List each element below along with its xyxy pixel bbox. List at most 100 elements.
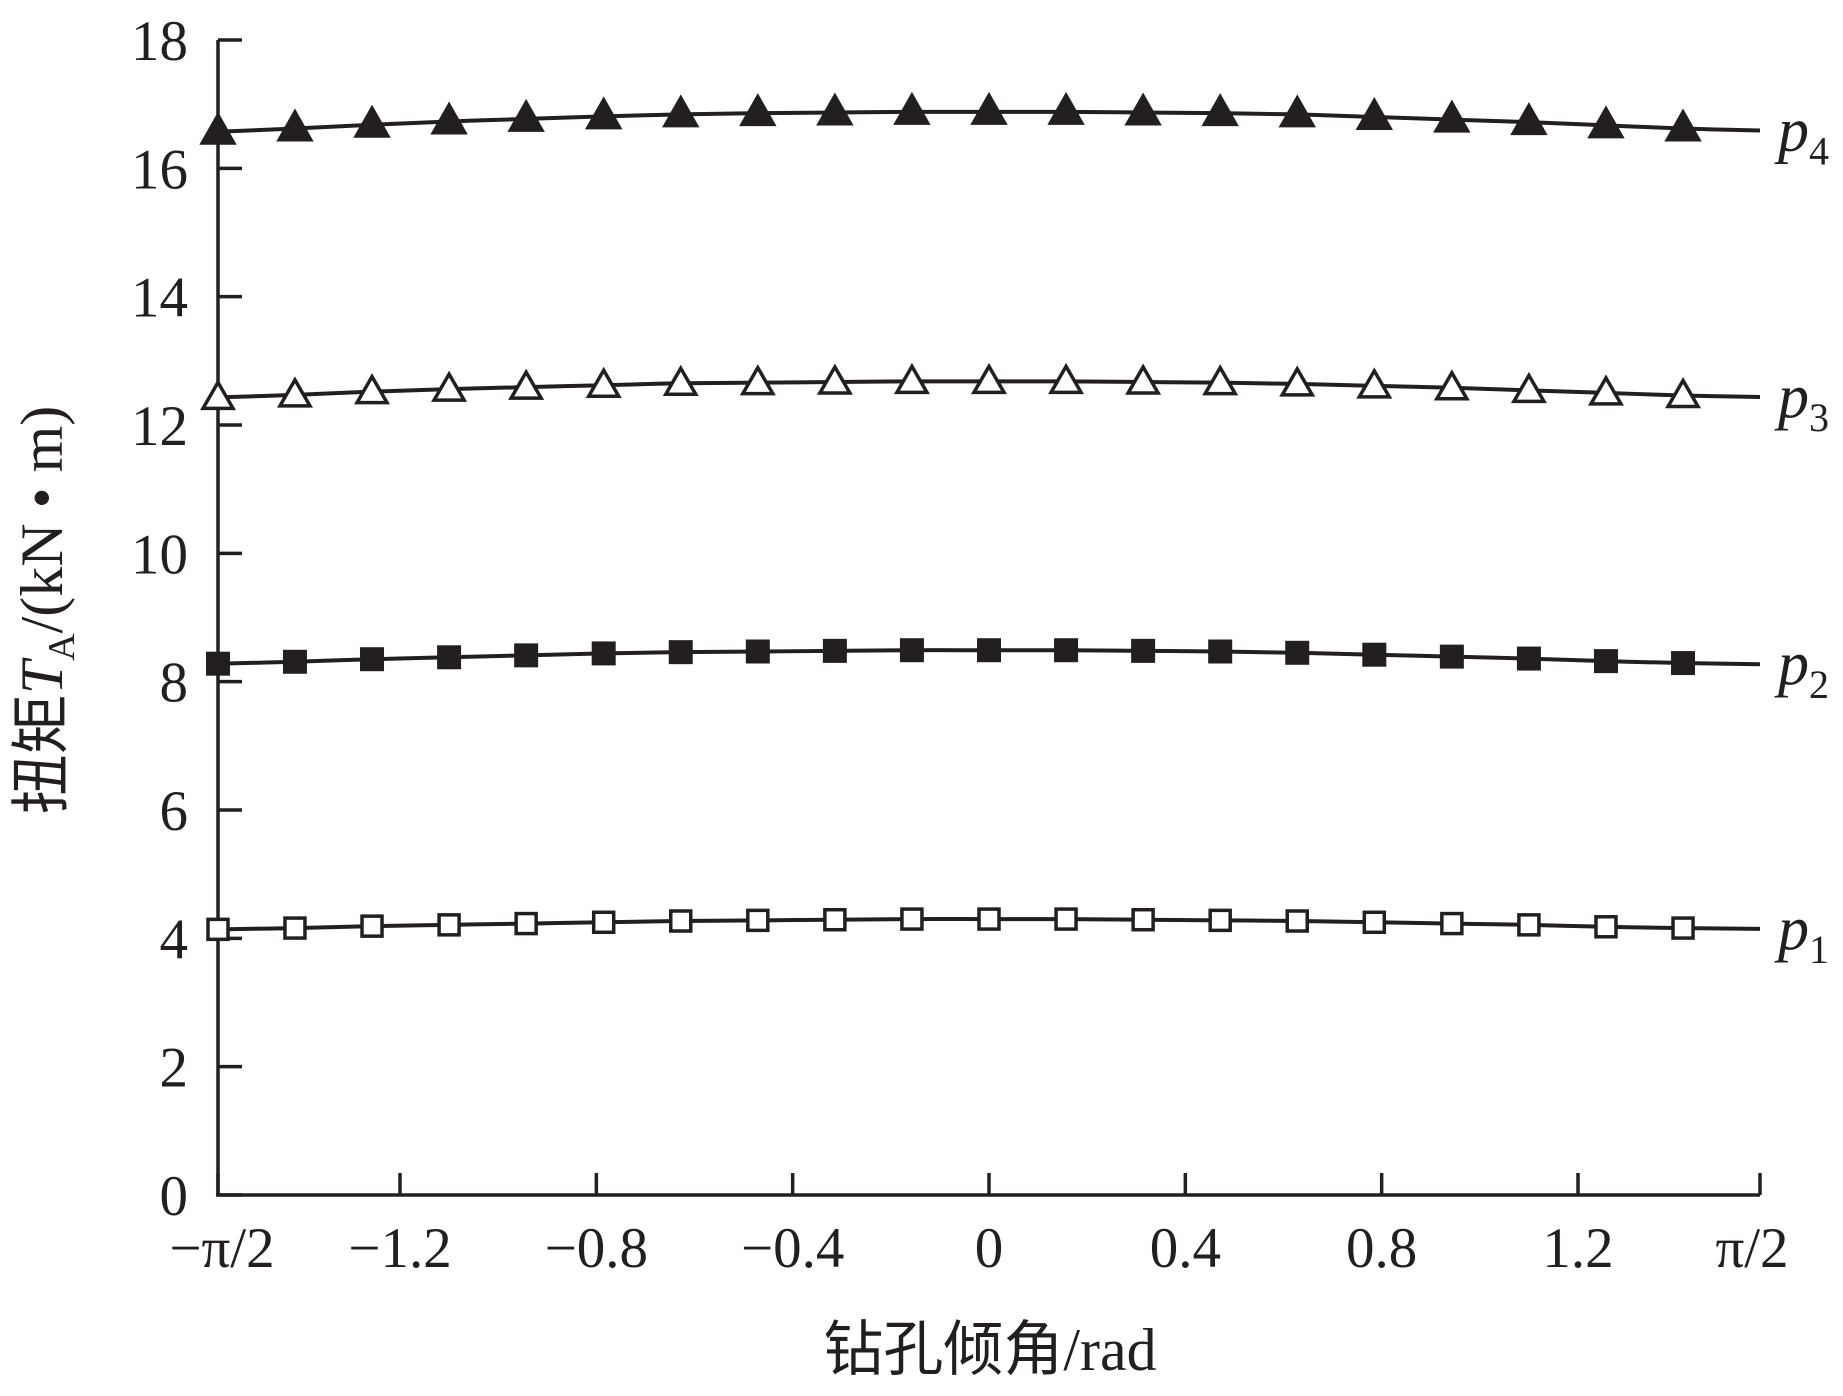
data-point-marker <box>199 111 237 145</box>
y-tick-label: 8 <box>160 652 189 715</box>
data-point-marker <box>430 101 468 135</box>
data-point-marker <box>1510 371 1547 404</box>
series-label-p3: p3 <box>1774 363 1829 440</box>
data-point-marker <box>1285 909 1309 933</box>
y-axis-title-symbol: T <box>9 657 75 694</box>
data-point-marker <box>970 91 1008 125</box>
x-tick-label: π/2 <box>1715 1217 1788 1280</box>
data-point-marker <box>739 93 777 127</box>
data-point-marker <box>746 908 770 933</box>
data-point-marker <box>822 638 847 663</box>
series-p2 <box>206 638 1761 676</box>
x-axis-title: 钻孔倾角/rad <box>823 1317 1156 1383</box>
data-point-marker <box>437 645 462 670</box>
x-tick-label: −1.2 <box>348 1217 451 1280</box>
y-tick-label: 10 <box>131 523 188 586</box>
data-point-marker <box>508 368 545 400</box>
data-point-marker <box>893 362 930 395</box>
series-label-p4: p4 <box>1774 96 1829 173</box>
data-point-marker <box>1208 639 1233 664</box>
data-point-marker <box>1510 102 1548 136</box>
data-point-marker <box>1285 640 1310 665</box>
x-tick-label: 0.4 <box>1150 1217 1221 1280</box>
data-point-marker <box>591 641 616 666</box>
data-point-marker <box>893 91 931 125</box>
data-point-marker <box>1440 911 1464 936</box>
y-tick-label: 4 <box>160 908 189 971</box>
series-label-subscript: 1 <box>1809 927 1829 972</box>
y-tick-label: 16 <box>131 138 188 201</box>
data-point-marker <box>360 914 384 938</box>
data-point-marker <box>816 363 853 395</box>
y-tick-label: 0 <box>160 1165 189 1228</box>
data-point-marker <box>276 108 314 142</box>
data-point-marker <box>900 907 924 931</box>
data-point-marker <box>1665 376 1702 409</box>
data-point-marker <box>1131 638 1156 663</box>
x-tick-label: −π/2 <box>169 1217 274 1280</box>
y-axis-title-prefix: 扭矩 <box>9 694 75 814</box>
series-label-p1: p1 <box>1774 895 1829 972</box>
data-point-marker <box>1048 362 1085 395</box>
y-tick-label: 6 <box>160 780 189 843</box>
data-point-marker <box>1671 651 1696 676</box>
data-point-marker <box>1278 94 1316 128</box>
data-point-marker <box>276 376 313 408</box>
data-point-marker <box>1587 374 1625 406</box>
x-tick-label: −0.8 <box>545 1217 648 1280</box>
y-tick-label: 2 <box>160 1037 189 1100</box>
x-tick-label: 0.8 <box>1346 1217 1417 1280</box>
data-point-marker <box>1671 916 1695 940</box>
data-point-marker <box>745 639 770 664</box>
data-point-marker <box>668 640 693 665</box>
data-point-marker <box>507 98 545 132</box>
y-axis-title-unit: /(kN • m) <box>9 406 75 634</box>
data-point-marker <box>816 92 854 126</box>
series-p3 <box>199 362 1761 411</box>
y-tick-label: 12 <box>131 395 188 458</box>
x-tick-label: 0 <box>975 1217 1004 1280</box>
data-point-marker <box>1356 367 1393 399</box>
data-point-marker <box>1125 363 1162 395</box>
data-point-marker <box>514 911 538 936</box>
data-point-marker <box>662 94 700 128</box>
data-point-marker <box>1279 365 1316 397</box>
data-point-marker <box>1587 105 1625 139</box>
data-point-marker <box>1208 908 1232 933</box>
tick-labels: 0 2 4 6 8 10 12 14 16 18 −π/2 −1.2 −0.8 −0.4 0 0.4 0.8 1.… <box>131 10 1789 1280</box>
y-tick-label: 18 <box>131 10 188 73</box>
x-tick-label: 1.2 <box>1542 1217 1613 1280</box>
data-point-marker <box>206 651 230 676</box>
series-p4 <box>199 91 1761 145</box>
data-point-marker <box>1433 369 1470 401</box>
y-tick-label: 14 <box>131 267 188 330</box>
series-label-subscript: 3 <box>1809 395 1829 440</box>
data-point-marker <box>1201 93 1239 127</box>
data-point-marker <box>669 909 693 933</box>
data-point-marker <box>360 647 385 672</box>
series-label-subscript: 4 <box>1809 128 1829 173</box>
data-point-marker <box>1131 907 1155 932</box>
data-point-marker <box>1517 913 1541 937</box>
series-label-p2: p2 <box>1774 630 1829 707</box>
data-point-marker <box>1593 649 1618 674</box>
data-point-marker <box>1362 642 1387 667</box>
data-point-marker <box>206 917 230 942</box>
data-point-marker <box>514 643 539 668</box>
data-point-marker <box>283 916 307 940</box>
data-point-marker <box>1594 915 1618 939</box>
data-point-marker <box>1047 91 1085 125</box>
data-point-marker <box>1516 646 1541 671</box>
data-point-marker <box>739 364 776 396</box>
x-tick-label: −0.4 <box>741 1217 844 1280</box>
data-point-marker <box>353 373 391 405</box>
data-point-marker <box>1054 907 1078 931</box>
data-point-marker <box>282 649 307 674</box>
data-point-marker <box>977 638 1001 663</box>
series-label-name: p <box>1774 895 1809 963</box>
data-point-marker <box>437 913 461 937</box>
data-point-marker <box>823 907 847 932</box>
data-point-marker <box>591 910 616 935</box>
data-point-marker <box>1362 910 1387 935</box>
